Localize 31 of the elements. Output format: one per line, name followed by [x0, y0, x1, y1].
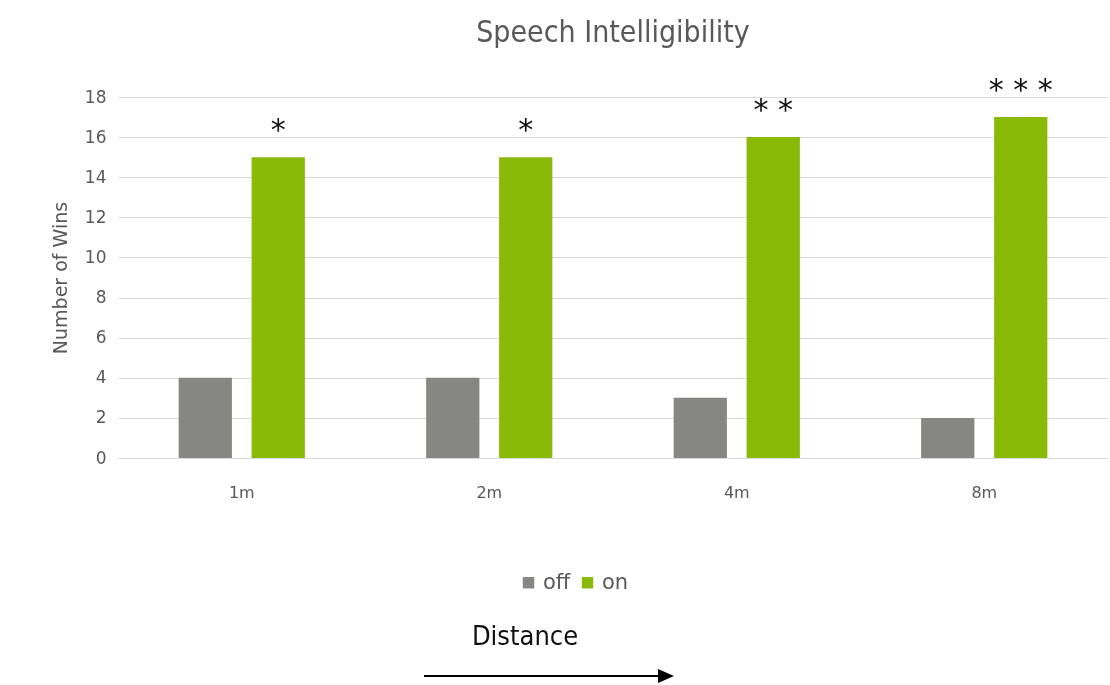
annotation: * [270, 112, 286, 148]
bar [746, 137, 800, 458]
y-tick-label: 4 [95, 367, 107, 388]
annotation: * * * [988, 72, 1053, 108]
annotation: * * [753, 92, 793, 128]
bar [499, 157, 553, 458]
y-tick-label: 14 [84, 166, 107, 187]
y-tick-label: 8 [95, 287, 107, 308]
x-tick-label: 1m [228, 482, 255, 502]
y-axis-title: Number of Wins [48, 201, 71, 355]
legend-label: on [602, 569, 629, 594]
bar [426, 377, 480, 458]
bar [921, 417, 975, 458]
y-tick-label: 6 [95, 327, 107, 348]
x-tick-label: 2m [476, 482, 503, 502]
y-tick-label: 16 [84, 126, 107, 147]
x-axis-title: Distance [470, 620, 580, 651]
x-tick-label: 8m [971, 482, 998, 502]
y-tick-label: 12 [84, 206, 107, 227]
bar [251, 157, 305, 458]
y-tick-label: 0 [95, 447, 107, 468]
chart-title: Speech Intelligibility [476, 14, 750, 50]
bar [673, 397, 727, 458]
legend-label: off [543, 569, 571, 594]
y-tick-label: 18 [84, 86, 107, 107]
annotation: * [518, 112, 534, 148]
y-tick-label: 10 [84, 246, 107, 267]
bar [178, 377, 232, 458]
x-tick-label: 4m [723, 482, 750, 502]
y-tick-label: 2 [95, 407, 107, 428]
bar [994, 117, 1048, 458]
